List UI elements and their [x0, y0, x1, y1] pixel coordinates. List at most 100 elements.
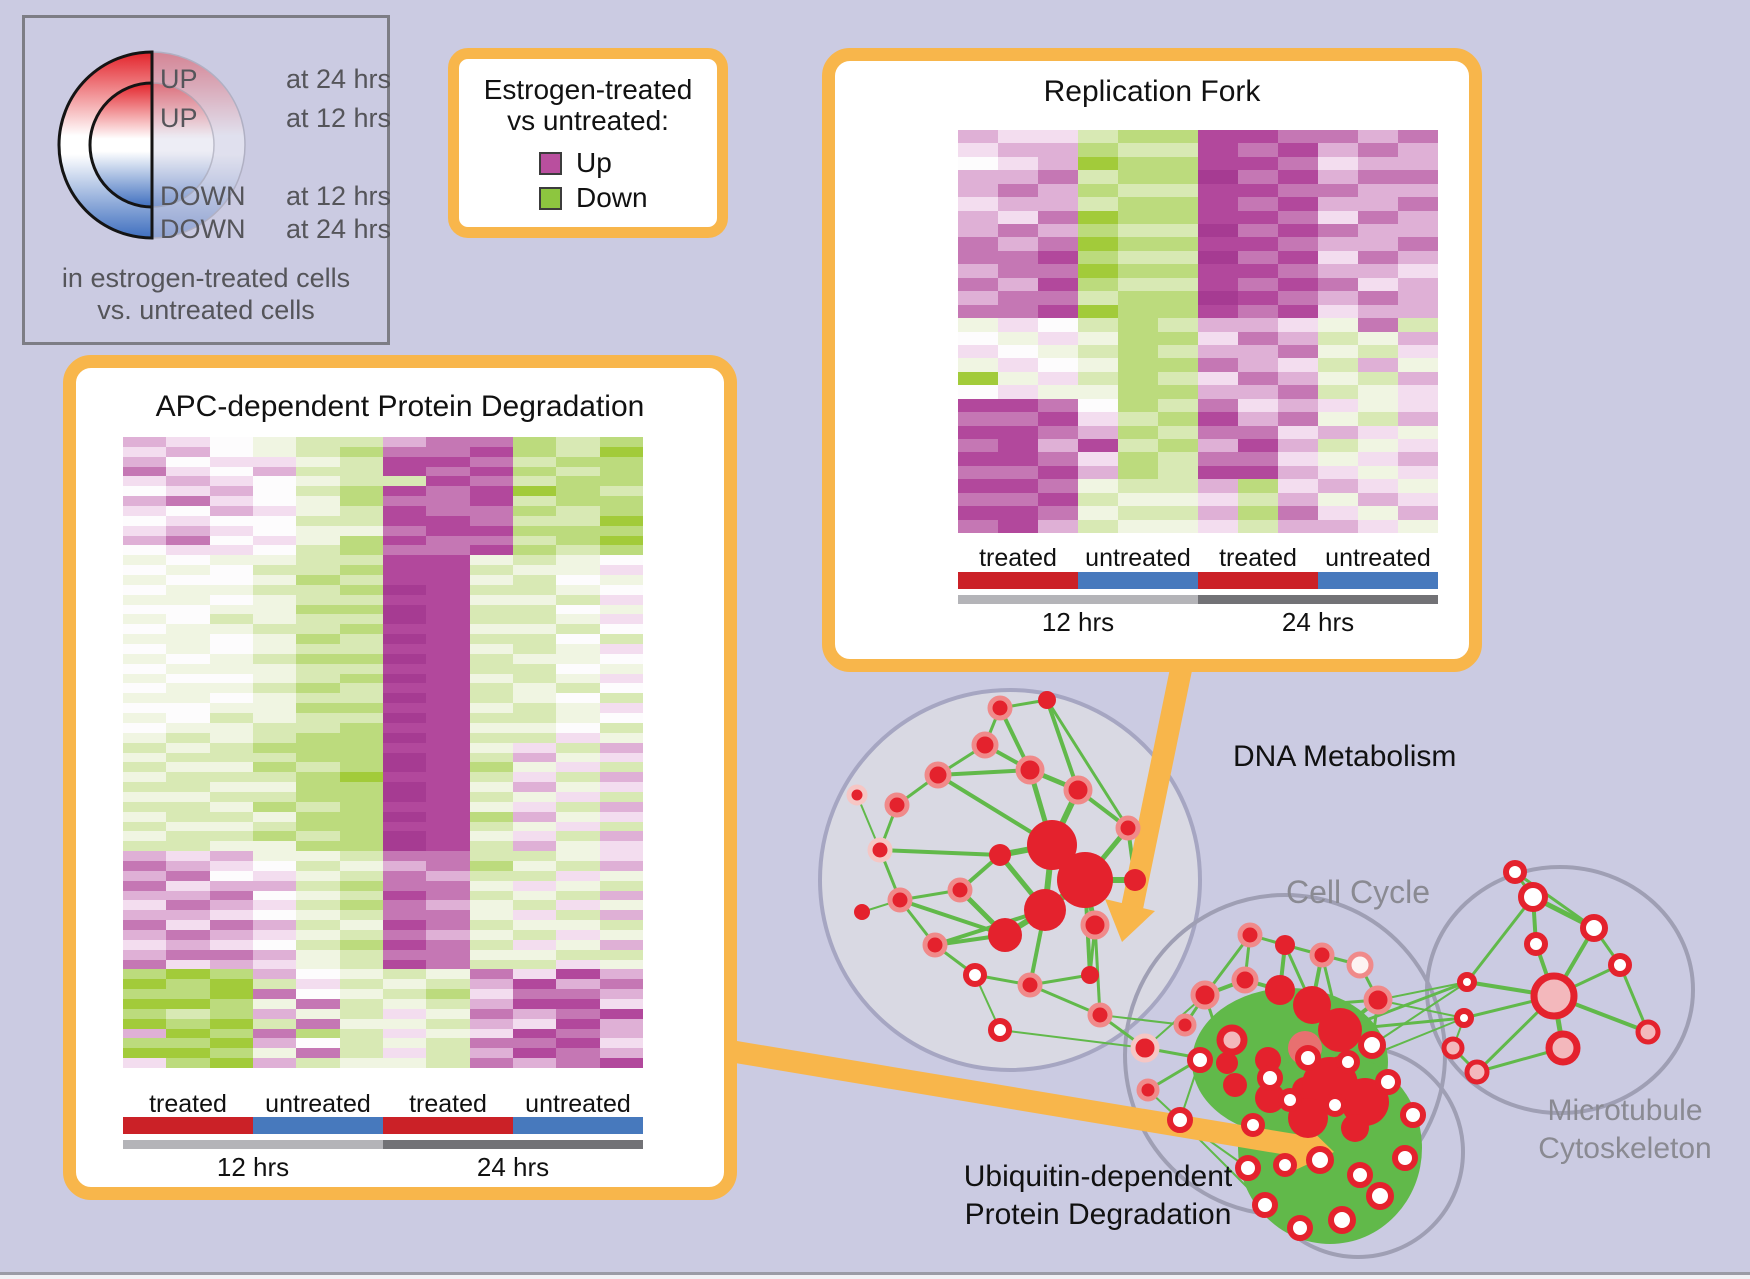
heatmap-cell [1358, 183, 1398, 198]
heatmap-cell [556, 565, 600, 576]
heatmap-cell [296, 742, 340, 753]
network-edge [1514, 870, 1595, 930]
heatmap-cell [1158, 210, 1198, 225]
heatmap-cell [1238, 519, 1278, 533]
heatmap-cell [1238, 318, 1278, 332]
network-edge [1371, 981, 1468, 1046]
heatmap-cell [382, 673, 427, 684]
heatmap-cell [166, 998, 210, 1009]
heatmap-cell [382, 1028, 427, 1039]
gene-node [1375, 1069, 1401, 1095]
heatmap-cell [123, 890, 167, 901]
heatmap-cell [1038, 291, 1078, 305]
heatmap-cell [339, 1028, 383, 1039]
heatmap-cell [209, 437, 253, 447]
heatmap-cell [599, 644, 643, 654]
heatmap-cell [209, 732, 253, 743]
heatmap-cell [1158, 291, 1198, 305]
heatmap-cell [1318, 344, 1358, 359]
heatmap-cell [252, 1008, 297, 1019]
heatmap-cell [252, 604, 297, 615]
heatmap-cell [1118, 318, 1158, 332]
heatmap-cell [296, 437, 340, 447]
heatmap-cell [1318, 465, 1358, 480]
heatmap-cell [296, 860, 340, 871]
heatmap-cell [512, 634, 557, 645]
heatmap-cell [209, 890, 253, 901]
heatmap-cell [426, 545, 470, 556]
heatmap-cell [1398, 398, 1438, 413]
heatmap-cell [1038, 331, 1078, 345]
heatmap-cell [1118, 210, 1158, 225]
heatmap-cell [1238, 224, 1278, 238]
heatmap-cell [1078, 197, 1118, 211]
heatmap-cell [1278, 197, 1318, 211]
heatmap-cell [296, 506, 340, 516]
heatmap-cell [469, 1058, 513, 1068]
legend-time: at 24 hrs [285, 64, 391, 94]
heatmap-cell [1278, 331, 1318, 345]
heatmap-cell [166, 456, 210, 467]
heatmap-cell [296, 584, 340, 595]
heatmap-cell [382, 831, 427, 842]
heatmap-cell [123, 456, 167, 467]
heatmap-cell [166, 752, 210, 763]
heatmap-cell [556, 762, 600, 773]
heatmap-cell [123, 525, 167, 536]
heatmap-cell [1158, 506, 1198, 520]
heatmap-cell [512, 663, 557, 674]
heatmap-cell [382, 466, 427, 477]
heatmap-cell [469, 437, 513, 447]
heatmap-cell [512, 791, 557, 802]
heatmap-cell [382, 811, 427, 822]
heatmap-cell [209, 752, 253, 763]
heatmap-cell [1158, 237, 1198, 251]
heatmap-cell [1358, 465, 1398, 480]
heatmap-cell [1398, 183, 1438, 198]
heatmap-cell [1238, 465, 1278, 480]
heatmap-cell [958, 385, 998, 399]
heatmap-cell [123, 900, 167, 911]
heatmap-cell [599, 821, 643, 832]
heatmap-cell [1078, 224, 1118, 238]
heatmap-cell [123, 910, 167, 921]
time-12hrs-bar [123, 1140, 383, 1149]
heatmap-cell [426, 782, 470, 792]
gene-node [1363, 985, 1393, 1015]
heatmap-cell [296, 1048, 340, 1059]
treated-bar [958, 572, 1078, 589]
heatmap-cell [599, 663, 643, 674]
heatmap-cell [166, 525, 210, 536]
heatmap-cell [339, 939, 383, 950]
gene-node [1341, 1114, 1369, 1142]
heatmap-cell [1118, 170, 1158, 184]
heatmap-cell [599, 801, 643, 812]
heatmap-cell [382, 476, 427, 487]
heatmap-cell [599, 584, 643, 595]
heatmap-cell [1118, 331, 1158, 345]
heatmap-cell [1038, 425, 1078, 439]
apc-degradation-panel: APC-dependent Protein Degradation treate… [63, 355, 737, 1200]
heatmap-cell [426, 1018, 470, 1029]
heatmap-cell [1078, 291, 1118, 305]
heatmap-cell [1038, 412, 1078, 426]
heatmap-cell [252, 841, 297, 852]
heatmap-cell [426, 969, 470, 980]
heatmap-cell [1078, 210, 1118, 225]
heatmap-cell [209, 663, 253, 674]
heatmap-cell [339, 989, 383, 999]
heatmap-cell [556, 644, 600, 654]
heatmap-cell [599, 880, 643, 891]
heatmap-cell [599, 772, 643, 783]
heatmap-cell [1038, 250, 1078, 265]
heatmap-cell [512, 959, 557, 970]
heatmap-cell [1278, 398, 1318, 413]
heatmap-cell [599, 762, 643, 773]
heatmap-cell [1158, 224, 1198, 238]
heatmap-cell [1398, 479, 1438, 493]
heatmap-cell [1078, 506, 1118, 520]
untreated-bar [513, 1117, 643, 1134]
heatmap-cell [556, 979, 600, 990]
heatmap-cell [1198, 506, 1238, 520]
heatmap-cell [512, 969, 557, 980]
